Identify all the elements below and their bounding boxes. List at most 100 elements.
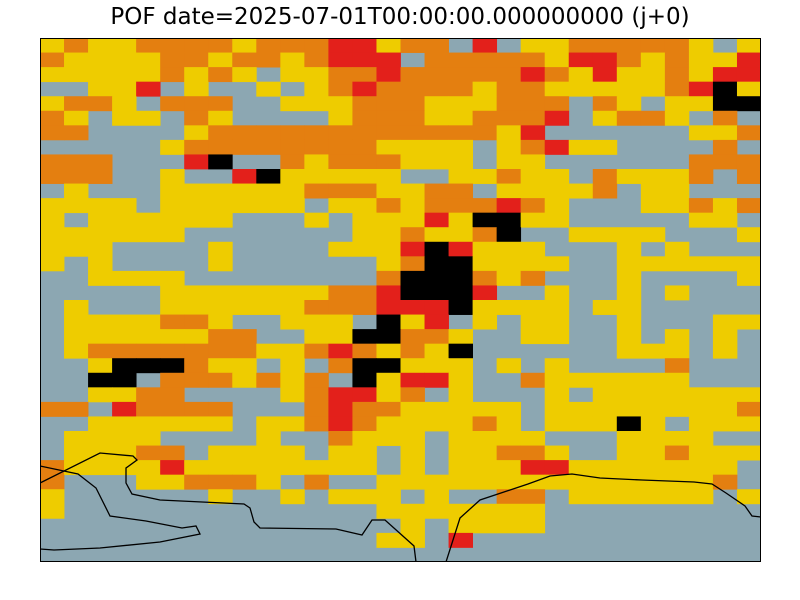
grid-cell — [496, 460, 522, 476]
grid-cell — [304, 460, 329, 476]
grid-cell — [424, 314, 449, 330]
grid-cell — [136, 314, 161, 330]
grid-cell — [88, 270, 113, 286]
grid-cell — [304, 81, 329, 97]
grid-cell — [280, 67, 305, 83]
grid-cell — [256, 183, 281, 199]
grid-cell — [208, 489, 233, 505]
grid-cell — [616, 387, 642, 403]
grid-cell — [160, 343, 185, 359]
grid-cell — [184, 110, 209, 126]
grid-cell — [232, 139, 257, 155]
grid-cell — [664, 285, 690, 301]
grid-cell — [208, 241, 233, 257]
grid-cell — [376, 401, 401, 417]
grid-cell — [496, 183, 522, 199]
grid-cell — [640, 445, 666, 461]
grid-cell — [304, 474, 329, 490]
grid-cell — [712, 139, 738, 155]
grid-cell — [712, 110, 738, 126]
grid-cell — [352, 110, 377, 126]
grid-cell — [664, 489, 690, 505]
grid-cell — [184, 401, 209, 417]
grid-cell — [376, 300, 401, 315]
grid-cell — [568, 52, 594, 68]
grid-cell — [232, 372, 257, 388]
grid-cell — [664, 67, 690, 83]
grid-cell — [496, 110, 522, 126]
grid-cell — [376, 387, 401, 403]
grid-cell — [568, 401, 594, 417]
grid-cell — [400, 110, 425, 126]
grid-cell — [616, 474, 642, 490]
grid-cell — [376, 532, 401, 548]
grid-cell — [64, 445, 89, 461]
grid-cell — [424, 227, 449, 243]
grid-cell — [544, 329, 570, 345]
grid-cell — [400, 300, 425, 315]
grid-cell — [496, 212, 522, 228]
grid-cell — [160, 358, 185, 374]
grid-cell — [88, 169, 113, 184]
grid-cell — [64, 67, 89, 83]
grid-cell — [472, 38, 498, 53]
grid-cell — [424, 198, 449, 214]
grid-cell — [328, 38, 353, 53]
grid-cell — [112, 445, 137, 461]
grid-cell — [640, 198, 666, 214]
grid-cell — [424, 300, 449, 315]
grid-cell — [208, 474, 233, 490]
grid-cell — [256, 139, 281, 155]
grid-cell — [736, 125, 761, 141]
grid-cell — [688, 489, 714, 505]
grid-cell — [712, 474, 738, 490]
grid-cell — [424, 154, 449, 170]
grid-cell — [304, 314, 329, 330]
grid-cell — [328, 431, 353, 446]
grid-cell — [664, 183, 690, 199]
coastline — [40, 452, 761, 562]
grid-cell — [136, 460, 161, 476]
grid-cell — [304, 401, 329, 417]
grid-cell — [160, 183, 185, 199]
grid-cell — [544, 445, 570, 461]
grid-cell — [88, 52, 113, 68]
grid-cell — [568, 489, 594, 505]
grid-cell — [376, 256, 401, 272]
grid-cell — [520, 503, 546, 519]
grid-cell — [664, 110, 690, 126]
grid-cell — [112, 358, 137, 374]
grid-cell — [40, 52, 65, 68]
grid-cell — [64, 343, 89, 359]
grid-cell — [184, 343, 209, 359]
grid-cell — [160, 460, 185, 476]
grid-cell — [496, 241, 522, 257]
grid-cell — [232, 67, 257, 83]
grid-cell — [424, 110, 449, 126]
grid-cell — [64, 154, 89, 170]
grid-cell — [328, 139, 353, 155]
grid-cell — [496, 169, 522, 184]
grid-cell — [448, 139, 473, 155]
grid-cell — [376, 270, 401, 286]
grid-cell — [472, 198, 498, 214]
grid-cell — [208, 372, 233, 388]
grid-cell — [400, 81, 425, 97]
grid-cell — [280, 300, 305, 315]
grid-cell — [328, 154, 353, 170]
grid-cell — [184, 125, 209, 141]
grid-cell — [424, 81, 449, 97]
grid-cell — [208, 401, 233, 417]
grid-cell — [328, 285, 353, 301]
grid-cell — [112, 67, 137, 83]
fire-danger-map — [40, 38, 761, 562]
grid-cell — [568, 38, 594, 53]
grid-cell — [568, 67, 594, 83]
grid-cell — [232, 198, 257, 214]
grid-cell — [736, 154, 761, 170]
grid-cell — [328, 358, 353, 374]
grid-cell — [496, 52, 522, 68]
grid-cell — [304, 67, 329, 83]
grid-cell — [616, 460, 642, 476]
grid-cell — [136, 227, 161, 243]
